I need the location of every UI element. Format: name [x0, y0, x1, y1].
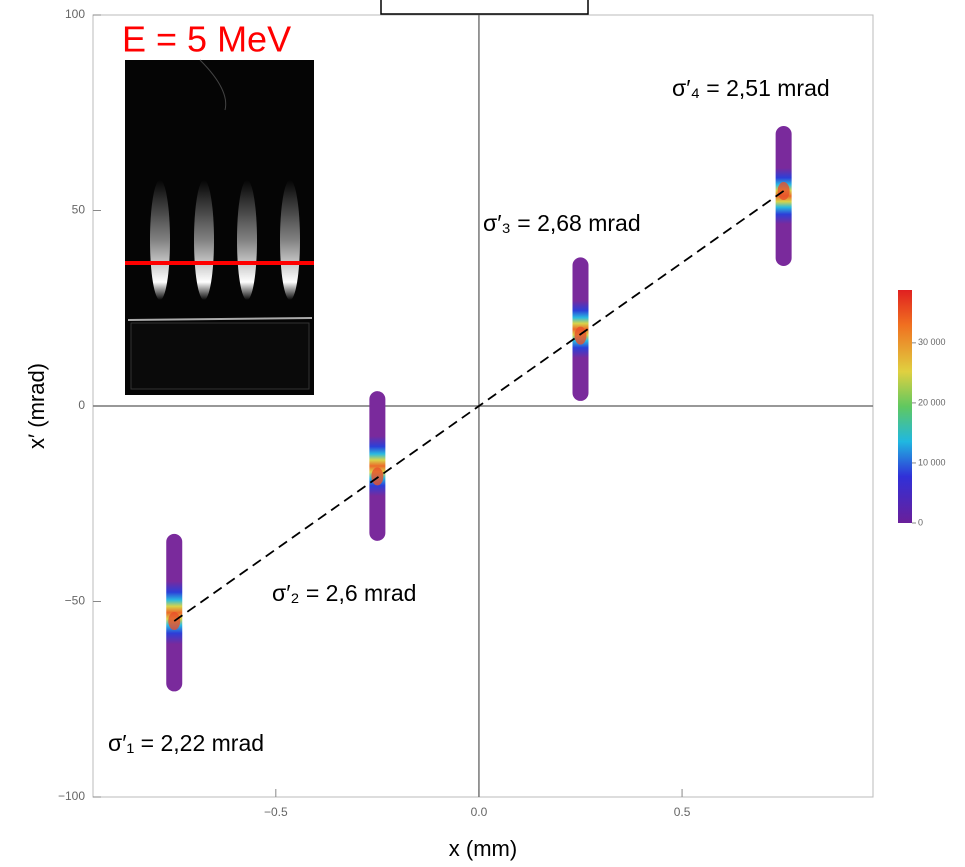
x-tick-label: 0.0: [471, 805, 488, 819]
y-tick-label: −100: [58, 789, 85, 803]
colorbar-tick-label: 30 000: [918, 337, 946, 347]
y-tick-label: −50: [65, 594, 86, 608]
sigma-annotation: σ′₂ = 2,6 mrad: [272, 580, 416, 606]
beamlet-center: [371, 467, 384, 486]
colorbar-tick-label: 20 000: [918, 397, 946, 407]
colorbar-tick-label: 10 000: [918, 457, 946, 467]
sigma-annotation: σ′₄ = 2,51 mrad: [672, 75, 830, 101]
x-tick-label: 0.5: [674, 805, 691, 819]
colorbar-tick-label: 0: [918, 517, 923, 527]
fit-line: [173, 190, 785, 622]
beamlet-center: [574, 326, 587, 345]
sigma-annotation: σ′₃ = 2,68 mrad: [483, 210, 641, 236]
x-axis-label: x (mm): [449, 836, 517, 861]
title-box: [380, 0, 589, 15]
y-tick-label: 100: [65, 7, 85, 21]
y-tick-label: 50: [72, 203, 86, 217]
inset-title: E = 5 MeV: [122, 19, 291, 60]
inset-image: [125, 59, 314, 395]
colorbar: [898, 290, 912, 523]
y-tick-label: 0: [78, 398, 85, 412]
beamlet: [369, 391, 386, 541]
sigma-annotation: σ′₁ = 2,22 mrad: [108, 730, 264, 756]
x-tick-label: −0.5: [264, 805, 288, 819]
y-axis-label: x′ (mrad): [24, 363, 49, 449]
beamlet-center: [777, 181, 790, 200]
